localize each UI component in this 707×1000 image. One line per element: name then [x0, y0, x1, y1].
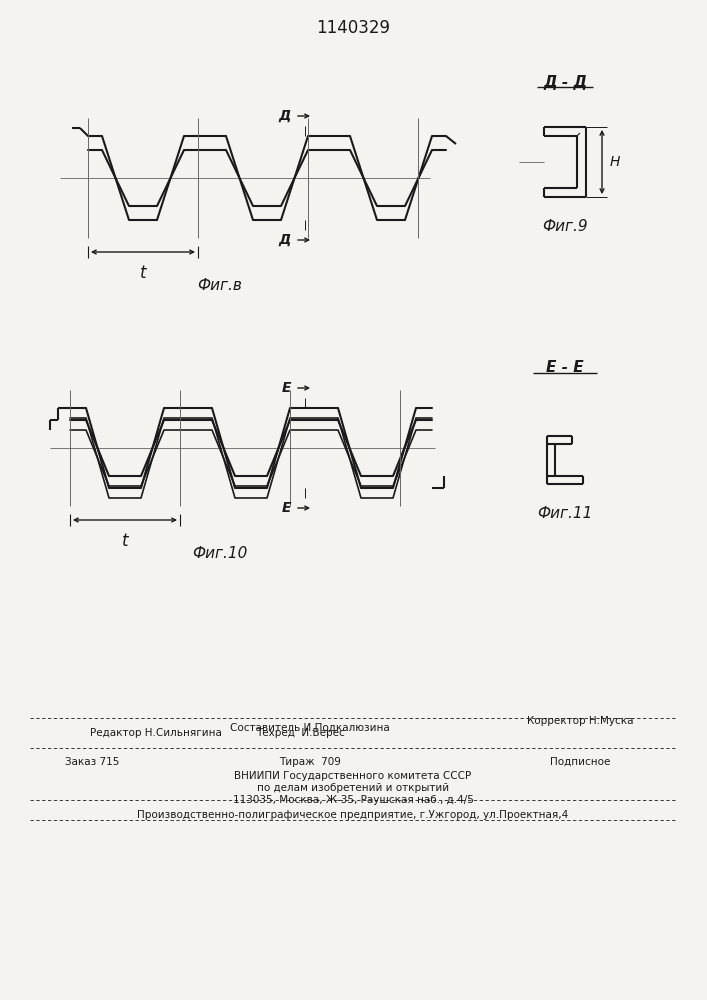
Text: H: H — [610, 155, 620, 169]
Text: Д - Д: Д - Д — [543, 75, 587, 90]
Text: Производственно-полиграфическое предприятие, г.Ужгород, ул.Проектная,4: Производственно-полиграфическое предприя… — [137, 810, 568, 820]
Text: t: t — [122, 532, 128, 550]
Text: Д: Д — [279, 109, 291, 123]
Text: Составитель И.Подкалюзина: Составитель И.Подкалюзина — [230, 723, 390, 733]
Text: Д: Д — [279, 233, 291, 247]
Text: Е - Е: Е - Е — [547, 360, 584, 375]
Text: Фиг.9: Фиг.9 — [542, 219, 588, 234]
Text: Техред  И.Верес: Техред И.Верес — [256, 728, 344, 738]
Text: Заказ 715: Заказ 715 — [65, 757, 119, 767]
Text: Фиг.11: Фиг.11 — [537, 506, 592, 521]
Text: Е: Е — [281, 381, 291, 395]
Text: t: t — [140, 264, 146, 282]
Text: по делам изобретений и открытий: по делам изобретений и открытий — [257, 783, 449, 793]
Text: Тираж  709: Тираж 709 — [279, 757, 341, 767]
Text: 1140329: 1140329 — [316, 19, 390, 37]
Text: ВНИИПИ Государственного комитета СССР: ВНИИПИ Государственного комитета СССР — [235, 771, 472, 781]
Text: 113035, Москва, Ж-35, Раушская наб., д.4/5: 113035, Москва, Ж-35, Раушская наб., д.4… — [233, 795, 474, 805]
Text: Фиг.10: Фиг.10 — [192, 546, 247, 561]
Text: Подписное: Подписное — [550, 757, 610, 767]
Text: Редактор Н.Сильнягина: Редактор Н.Сильнягина — [90, 728, 222, 738]
Text: Е: Е — [281, 501, 291, 515]
Text: Корректор Н.Муска: Корректор Н.Муска — [527, 716, 633, 726]
Text: Фиг.в: Фиг.в — [197, 278, 243, 293]
